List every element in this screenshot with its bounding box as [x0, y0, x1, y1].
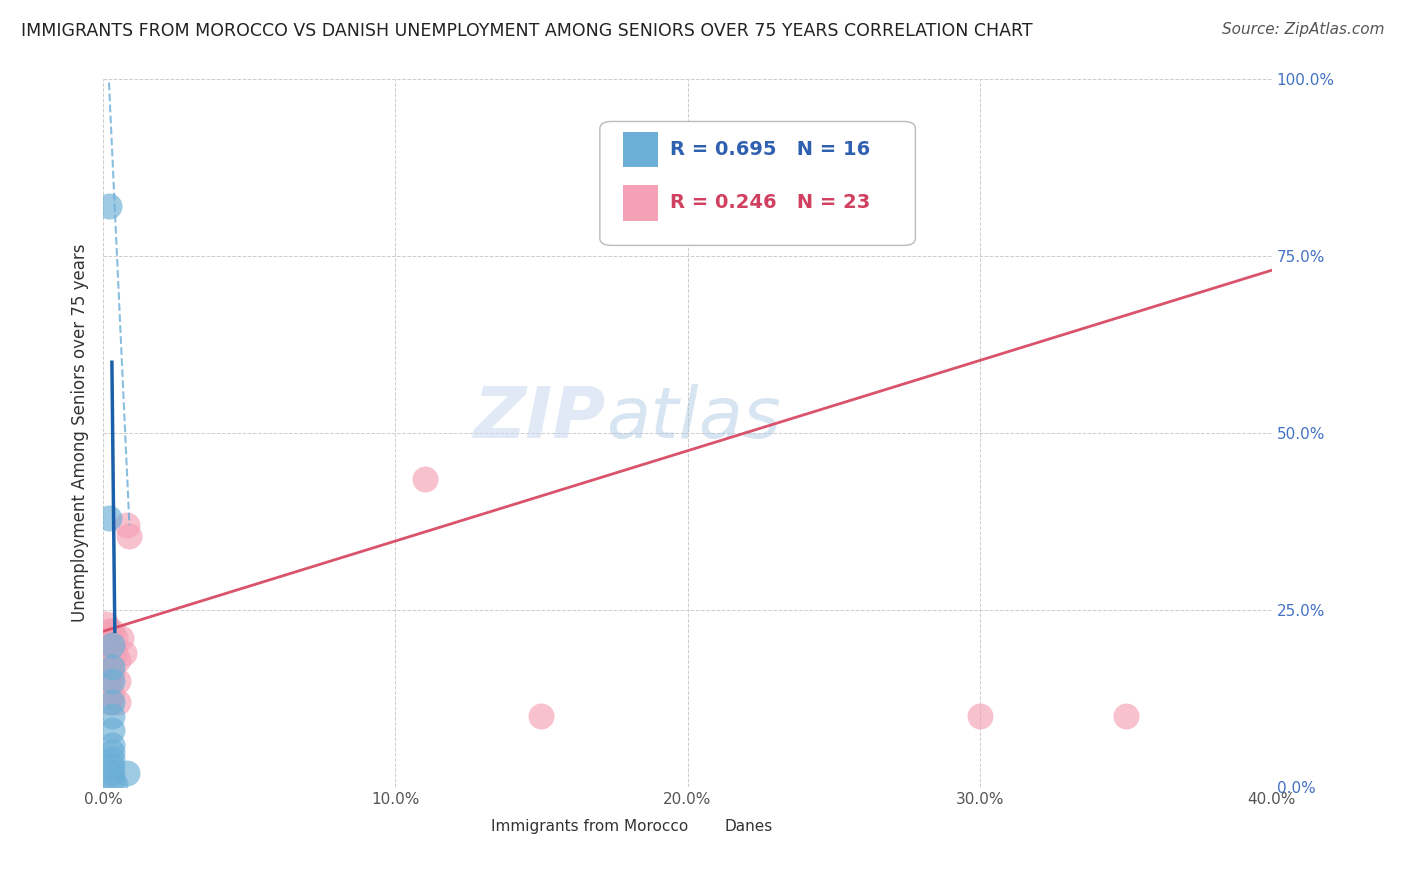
Point — [118, 529, 141, 543]
Point — [94, 646, 117, 660]
Point — [530, 709, 553, 723]
Point — [115, 518, 138, 533]
Point — [101, 752, 124, 766]
Point — [98, 624, 121, 639]
FancyBboxPatch shape — [623, 132, 658, 168]
Point — [104, 776, 127, 790]
Point — [101, 673, 124, 688]
Point — [115, 766, 138, 780]
Point — [104, 646, 127, 660]
Text: Immigrants from Morocco: Immigrants from Morocco — [491, 819, 689, 833]
Point — [969, 709, 991, 723]
Point — [101, 624, 124, 639]
Point — [98, 673, 121, 688]
Text: Danes: Danes — [725, 819, 773, 833]
FancyBboxPatch shape — [454, 815, 484, 837]
Text: ZIP: ZIP — [474, 384, 606, 453]
Text: IMMIGRANTS FROM MOROCCO VS DANISH UNEMPLOYMENT AMONG SENIORS OVER 75 YEARS CORRE: IMMIGRANTS FROM MOROCCO VS DANISH UNEMPL… — [21, 22, 1033, 40]
Point — [101, 659, 124, 673]
Point — [101, 639, 124, 653]
Point — [107, 673, 129, 688]
FancyBboxPatch shape — [600, 121, 915, 245]
Point — [98, 511, 121, 525]
Point — [101, 688, 124, 702]
Point — [101, 666, 124, 681]
FancyBboxPatch shape — [688, 815, 717, 837]
Point — [104, 632, 127, 646]
Point — [101, 766, 124, 780]
Text: atlas: atlas — [606, 384, 780, 453]
Text: R = 0.246   N = 23: R = 0.246 N = 23 — [671, 194, 870, 212]
Point — [101, 738, 124, 752]
Point — [94, 617, 117, 632]
Text: Source: ZipAtlas.com: Source: ZipAtlas.com — [1222, 22, 1385, 37]
Point — [101, 772, 124, 787]
Point — [101, 723, 124, 738]
Point — [1115, 709, 1137, 723]
Text: R = 0.695   N = 16: R = 0.695 N = 16 — [671, 140, 870, 160]
Point — [101, 709, 124, 723]
Point — [110, 632, 132, 646]
Point — [101, 653, 124, 667]
Point — [107, 653, 129, 667]
Point — [101, 745, 124, 759]
FancyBboxPatch shape — [623, 186, 658, 220]
Point — [112, 646, 135, 660]
Point — [107, 695, 129, 709]
Point — [98, 199, 121, 213]
Point — [98, 653, 121, 667]
Point — [413, 472, 436, 486]
Point — [101, 759, 124, 773]
Y-axis label: Unemployment Among Seniors over 75 years: Unemployment Among Seniors over 75 years — [72, 244, 89, 623]
Point — [98, 695, 121, 709]
Point — [101, 695, 124, 709]
